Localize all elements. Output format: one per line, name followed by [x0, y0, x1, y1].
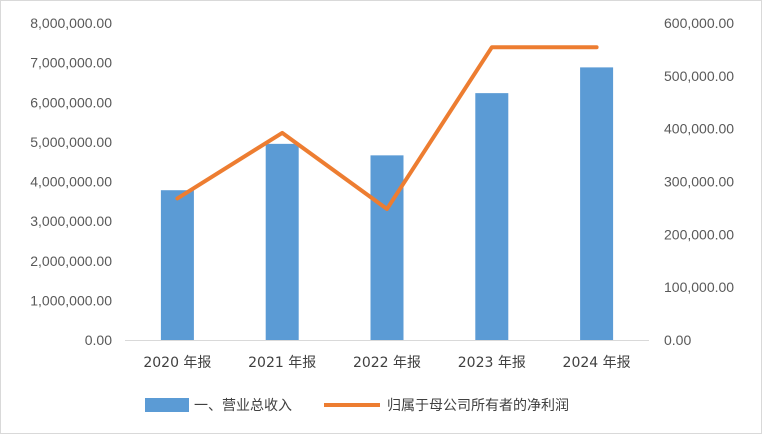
x-axis-category-label: 2021 年报	[248, 355, 316, 371]
left-axis-tick-label: 4,000,000.00	[30, 174, 112, 190]
x-axis-category-label: 2022 年报	[353, 355, 421, 371]
right-axis-tick-label: 100,000.00	[664, 279, 734, 295]
right-axis-tick-label: 500,000.00	[664, 68, 734, 84]
bar	[475, 93, 509, 340]
bar-series	[160, 67, 614, 340]
right-axis-tick-label: 200,000.00	[664, 226, 734, 242]
x-axis-category-labels: 2020 年报 2021 年报 2022 年报 2023 年报 2024 年报	[143, 355, 630, 371]
right-axis-tick-label: 300,000.00	[664, 174, 734, 190]
left-axis-tick-label: 2,000,000.00	[30, 253, 112, 269]
bar	[580, 67, 614, 340]
right-axis-tick-label: 600,000.00	[664, 15, 734, 31]
right-axis-tick-label: 400,000.00	[664, 121, 734, 137]
left-axis-tick-label: 0.00	[85, 332, 112, 348]
legend-swatch-bar	[145, 398, 189, 412]
right-axis-tick-label: 0.00	[664, 332, 691, 348]
x-axis-category-label: 2024 年报	[563, 355, 631, 371]
left-axis-tick-label: 6,000,000.00	[30, 94, 112, 110]
legend-label-line: 归属于母公司所有者的净利润	[387, 397, 569, 414]
x-axis-category-label: 2023 年报	[458, 355, 526, 371]
left-axis-tick-label: 3,000,000.00	[30, 213, 112, 229]
x-axis-category-label: 2020 年报	[143, 355, 211, 371]
legend[interactable]: 一、营业总收入 归属于母公司所有者的净利润	[145, 397, 569, 414]
left-axis-tick-label: 7,000,000.00	[30, 55, 112, 71]
line-series	[175, 45, 599, 211]
left-axis-ticks: 0.00 1,000,000.00 2,000,000.00 3,000,000.00…	[30, 15, 112, 348]
right-axis-ticks: 0.00 100,000.00 200,000.00 300,000.00 400,00…	[664, 15, 734, 348]
legend-label-bar: 一、营业总收入	[194, 398, 292, 414]
bar	[265, 143, 299, 340]
bar	[160, 190, 194, 340]
series-line	[175, 45, 599, 211]
left-axis-tick-label: 1,000,000.00	[30, 292, 112, 308]
left-axis-tick-label: 8,000,000.00	[30, 15, 112, 31]
bar	[370, 155, 404, 340]
left-axis-tick-label: 5,000,000.00	[30, 134, 112, 150]
